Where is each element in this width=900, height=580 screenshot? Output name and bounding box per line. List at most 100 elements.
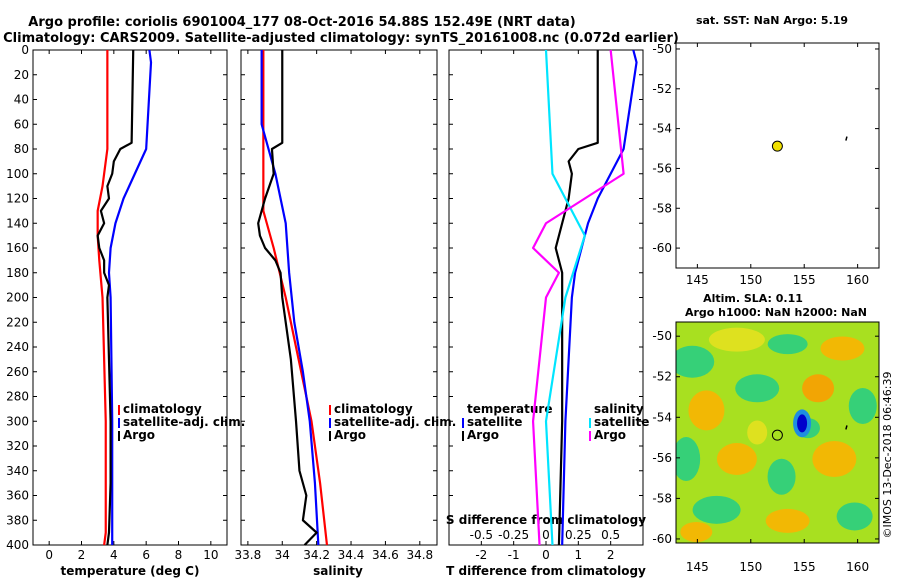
x-tick-label: 34.4 [338, 548, 365, 562]
s-difference-axis-label: S difference from climatology [446, 513, 646, 527]
sla-anomaly [767, 334, 808, 355]
s-diff-tick-label: 0 [542, 528, 550, 542]
plot-layer: 0204060801001201401601802002202402602803… [6, 42, 880, 574]
sla-map-title-line1: Altim. SLA: 0.11 [703, 292, 803, 305]
depth-tick-label: 180 [6, 266, 29, 280]
series-line-argo [257, 50, 318, 546]
x-tick-label: 34.8 [406, 548, 433, 562]
sst-map: -50 -52 -54 -56 -58 -60 145 150 155 160 [652, 42, 880, 287]
profile-panel-2: 33.8 34 34.2 34.4 34.6 34.8 [235, 49, 438, 562]
depth-tick-label: 260 [6, 365, 29, 379]
lon-tick-label: 145 [686, 273, 709, 287]
series-line-s-satellite [544, 49, 586, 546]
legend-satellite: satellite-adj. clim. [123, 415, 245, 429]
depth-tick-label: 240 [6, 340, 29, 354]
sla-map-title-line2: Argo h1000: NaN h2000: NaN [685, 306, 867, 319]
legend-swatch [329, 405, 331, 415]
legend-salinity-title: salinity [594, 402, 644, 416]
plot-frame [240, 49, 438, 546]
depth-tick-label: 300 [6, 414, 29, 428]
depth-tick-label: 280 [6, 390, 29, 404]
sla-anomaly [767, 458, 796, 495]
lat-tick-label: -60 [652, 241, 672, 255]
legend-temperature-title: temperature [467, 402, 552, 416]
depth-tick-label: 320 [6, 439, 29, 453]
lat-tick-label: -50 [652, 329, 672, 343]
series-line-satellite-adj-clim- [260, 50, 320, 546]
lon-tick-label: 155 [793, 273, 816, 287]
sla-anomaly [708, 327, 765, 352]
lat-tick-label: -58 [652, 491, 672, 505]
sla-field [676, 322, 879, 543]
x-tick-label: 0 [45, 548, 53, 562]
legend-t-satellite: satellite [467, 415, 522, 429]
x-tick-label: 2 [78, 548, 86, 562]
lon-tick-label: 145 [686, 560, 709, 574]
salinity-legend: climatology satellite-adj. clim. Argo [334, 402, 456, 442]
depth-tick-label: 400 [6, 538, 29, 552]
float-track-mark [845, 425, 848, 430]
sla-anomaly [747, 420, 768, 445]
s-diff-tick-label: -0.25 [498, 528, 529, 542]
sla-anomaly [676, 345, 715, 378]
series-line-climatology [96, 50, 109, 546]
depth-tick-label: 340 [6, 464, 29, 478]
s-diff-tick-label: 0.5 [601, 528, 620, 542]
legend-satellite: satellite-adj. clim. [334, 415, 456, 429]
legend-s-argo: Argo [594, 428, 626, 442]
temperature-legend: climatology satellite-adj. clim. Argo [123, 402, 245, 442]
legend-swatch [329, 431, 331, 441]
sla-anomaly [680, 521, 713, 542]
x-tick-label: 4 [110, 548, 118, 562]
legend-swatch [462, 418, 464, 428]
sla-map-frame [675, 321, 880, 544]
s-diff-tick-label: -0.5 [470, 528, 493, 542]
x-tick-label: -1 [508, 548, 520, 562]
salinity-axis-label: salinity [313, 564, 363, 578]
profile-panel-1: 0204060801001201401601802002202402602803… [6, 43, 228, 562]
series-line-t-argo [554, 50, 599, 546]
imos-watermark: ©IMOS 13-Dec-2018 06:46:39 [881, 372, 894, 539]
legend-t-argo: Argo [467, 428, 499, 442]
chart-title-line2: Climatology: CARS2009. Satellite-adjuste… [3, 31, 679, 46]
x-tick-label: 0 [542, 548, 550, 562]
sla-anomaly [848, 387, 877, 424]
x-tick-label: 8 [175, 548, 183, 562]
sla-anomaly [692, 495, 741, 524]
legend-swatch [118, 418, 120, 428]
x-tick-label: 34.2 [303, 548, 330, 562]
legend-swatch [462, 431, 464, 441]
sst-map-frame [675, 42, 880, 269]
lon-tick-label: 160 [846, 273, 869, 287]
series-line-satellite-adj-clim- [107, 49, 153, 545]
depth-tick-label: 0 [21, 43, 29, 57]
depth-tick-label: 80 [14, 142, 29, 156]
lon-tick-label: 150 [739, 273, 762, 287]
sla-anomaly [802, 374, 835, 403]
x-tick-label: -2 [475, 548, 487, 562]
x-tick-label: 33.8 [235, 548, 262, 562]
sla-anomaly [820, 336, 865, 361]
sla-anomaly [688, 390, 725, 431]
profile-panel-3: -2 -1 0 1 2 -0.5 -0.25 0 0.25 0.5 [448, 49, 644, 562]
depth-tick-label: 120 [6, 192, 29, 206]
series-line-climatology [262, 50, 329, 546]
series-line-s-argo [531, 49, 625, 546]
x-tick-label: 10 [203, 548, 218, 562]
sst-map-title: sat. SST: NaN Argo: 5.19 [696, 14, 848, 27]
depth-tick-label: 200 [6, 291, 29, 305]
series-line-t-satellite [561, 49, 638, 546]
sla-anomaly [836, 502, 873, 531]
legend-swatch [329, 418, 331, 428]
x-tick-label: 1 [575, 548, 583, 562]
lat-tick-label: -50 [652, 42, 672, 56]
lon-tick-label: 150 [739, 560, 762, 574]
lat-tick-label: -54 [652, 122, 672, 136]
argo-location-marker [771, 140, 783, 152]
legend-argo: Argo [334, 428, 366, 442]
legend-argo: Argo [123, 428, 155, 442]
depth-tick-label: 60 [14, 117, 29, 131]
sla-anomaly [676, 437, 701, 482]
series-line-argo [96, 49, 135, 546]
